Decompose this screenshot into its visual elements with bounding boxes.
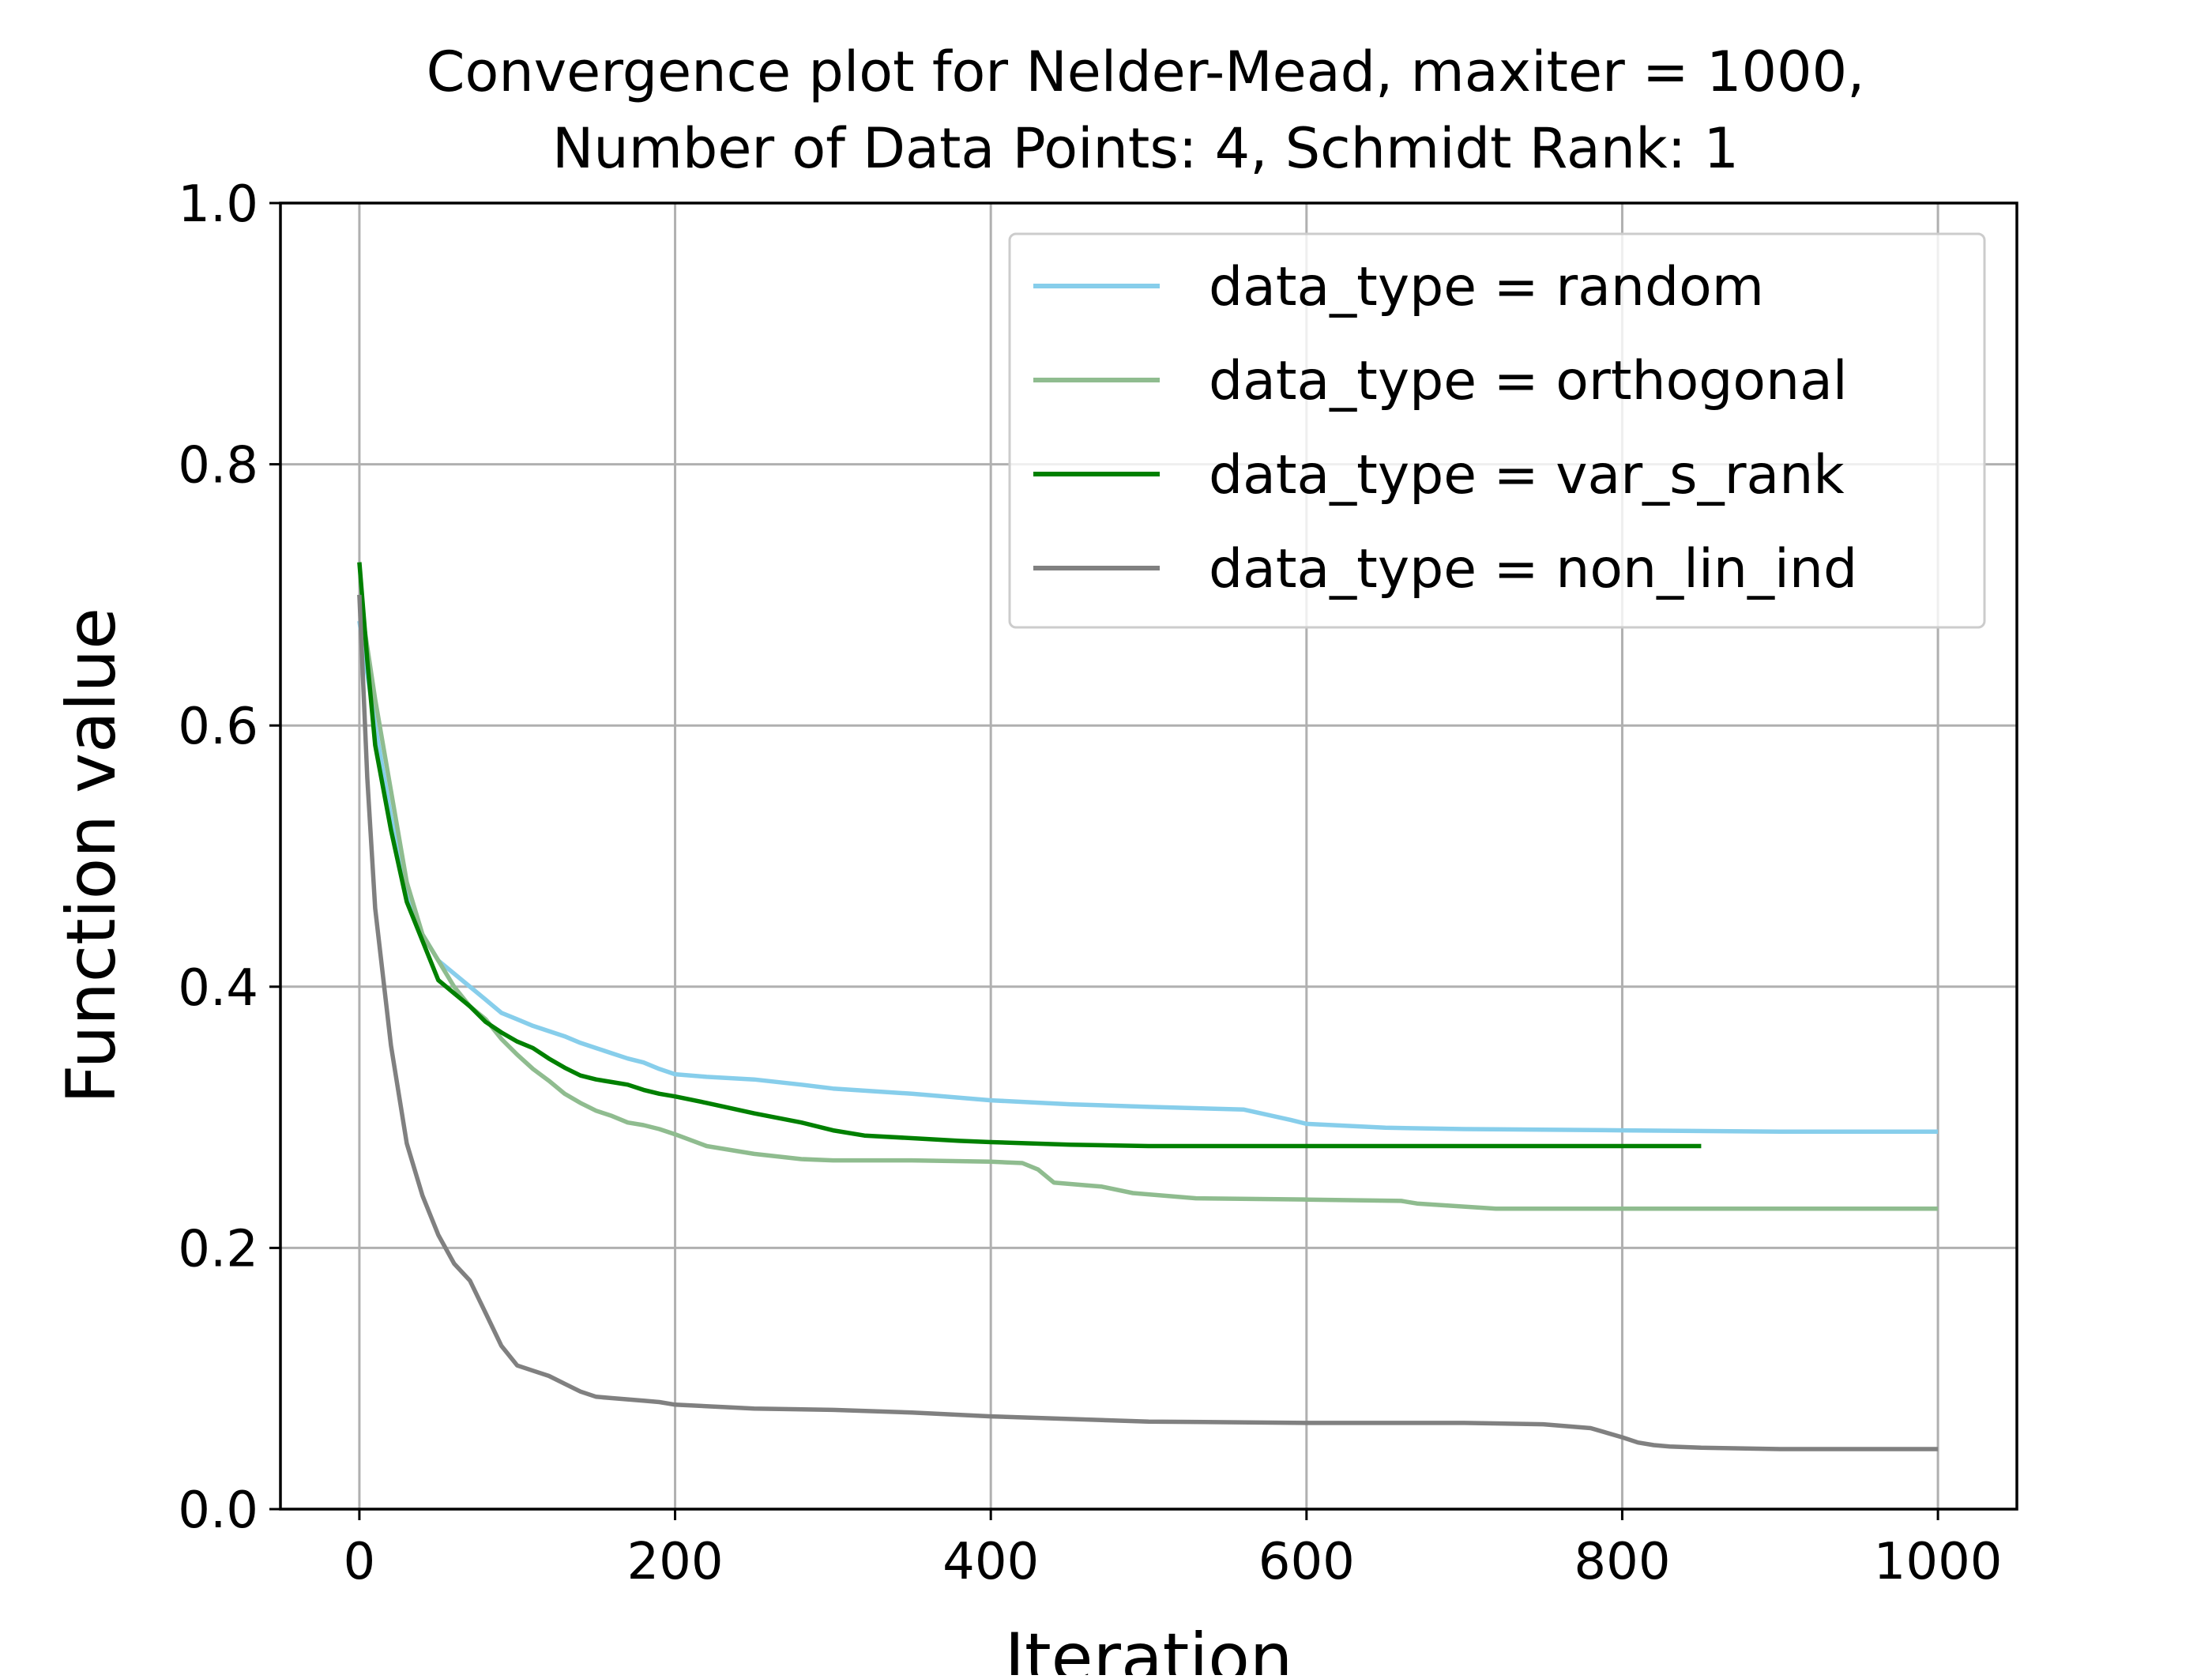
legend: data_type = random data_type = orthogonal… xyxy=(1008,232,1986,629)
y-tick-labels: 0.0 0.2 0.4 0.6 0.8 1.0 xyxy=(178,175,258,1540)
x-tick-labels: 0 200 400 600 800 1000 xyxy=(344,1533,2003,1591)
legend-frame xyxy=(1008,232,1986,629)
x-tick-label: 1000 xyxy=(1874,1533,2003,1591)
chart-title-line-1: Convergence plot for Nelder-Mead, maxite… xyxy=(427,40,1865,104)
x-tick-label: 0 xyxy=(344,1533,376,1591)
series-line-non-lin-ind xyxy=(357,594,1939,1451)
series-line-orthogonal xyxy=(357,594,1939,1211)
y-tick-label: 0.8 xyxy=(178,437,258,495)
plot-series xyxy=(357,562,1939,1451)
y-tick-label: 0.0 xyxy=(178,1481,258,1540)
y-tick-label: 0.2 xyxy=(178,1220,258,1278)
legend-label-non-lin-ind: data_type = non_lin_ind xyxy=(1209,538,1857,600)
x-tick-label: 200 xyxy=(626,1533,723,1591)
x-axis-label: Iteration xyxy=(1005,1619,1293,1675)
x-tick-label: 800 xyxy=(1574,1533,1670,1591)
plot-area-frame xyxy=(279,201,2018,1511)
x-tick-label: 400 xyxy=(942,1533,1039,1591)
chart-title-line-2: Number of Data Points: 4, Schmidt Rank: … xyxy=(552,116,1739,181)
y-tick-label: 0.4 xyxy=(178,959,258,1018)
legend-label-random: data_type = random xyxy=(1209,256,1764,318)
axis-ticks xyxy=(269,201,1939,1520)
x-tick-label: 600 xyxy=(1258,1533,1355,1591)
legend-label-var-s-rank: data_type = var_s_rank xyxy=(1209,444,1845,506)
y-axis-label: Function value xyxy=(52,608,131,1104)
y-tick-label: 0.6 xyxy=(178,698,258,756)
y-tick-label: 1.0 xyxy=(178,175,258,234)
legend-label-orthogonal: data_type = orthogonal xyxy=(1209,350,1848,412)
series-line-var-s-rank xyxy=(357,562,1702,1149)
